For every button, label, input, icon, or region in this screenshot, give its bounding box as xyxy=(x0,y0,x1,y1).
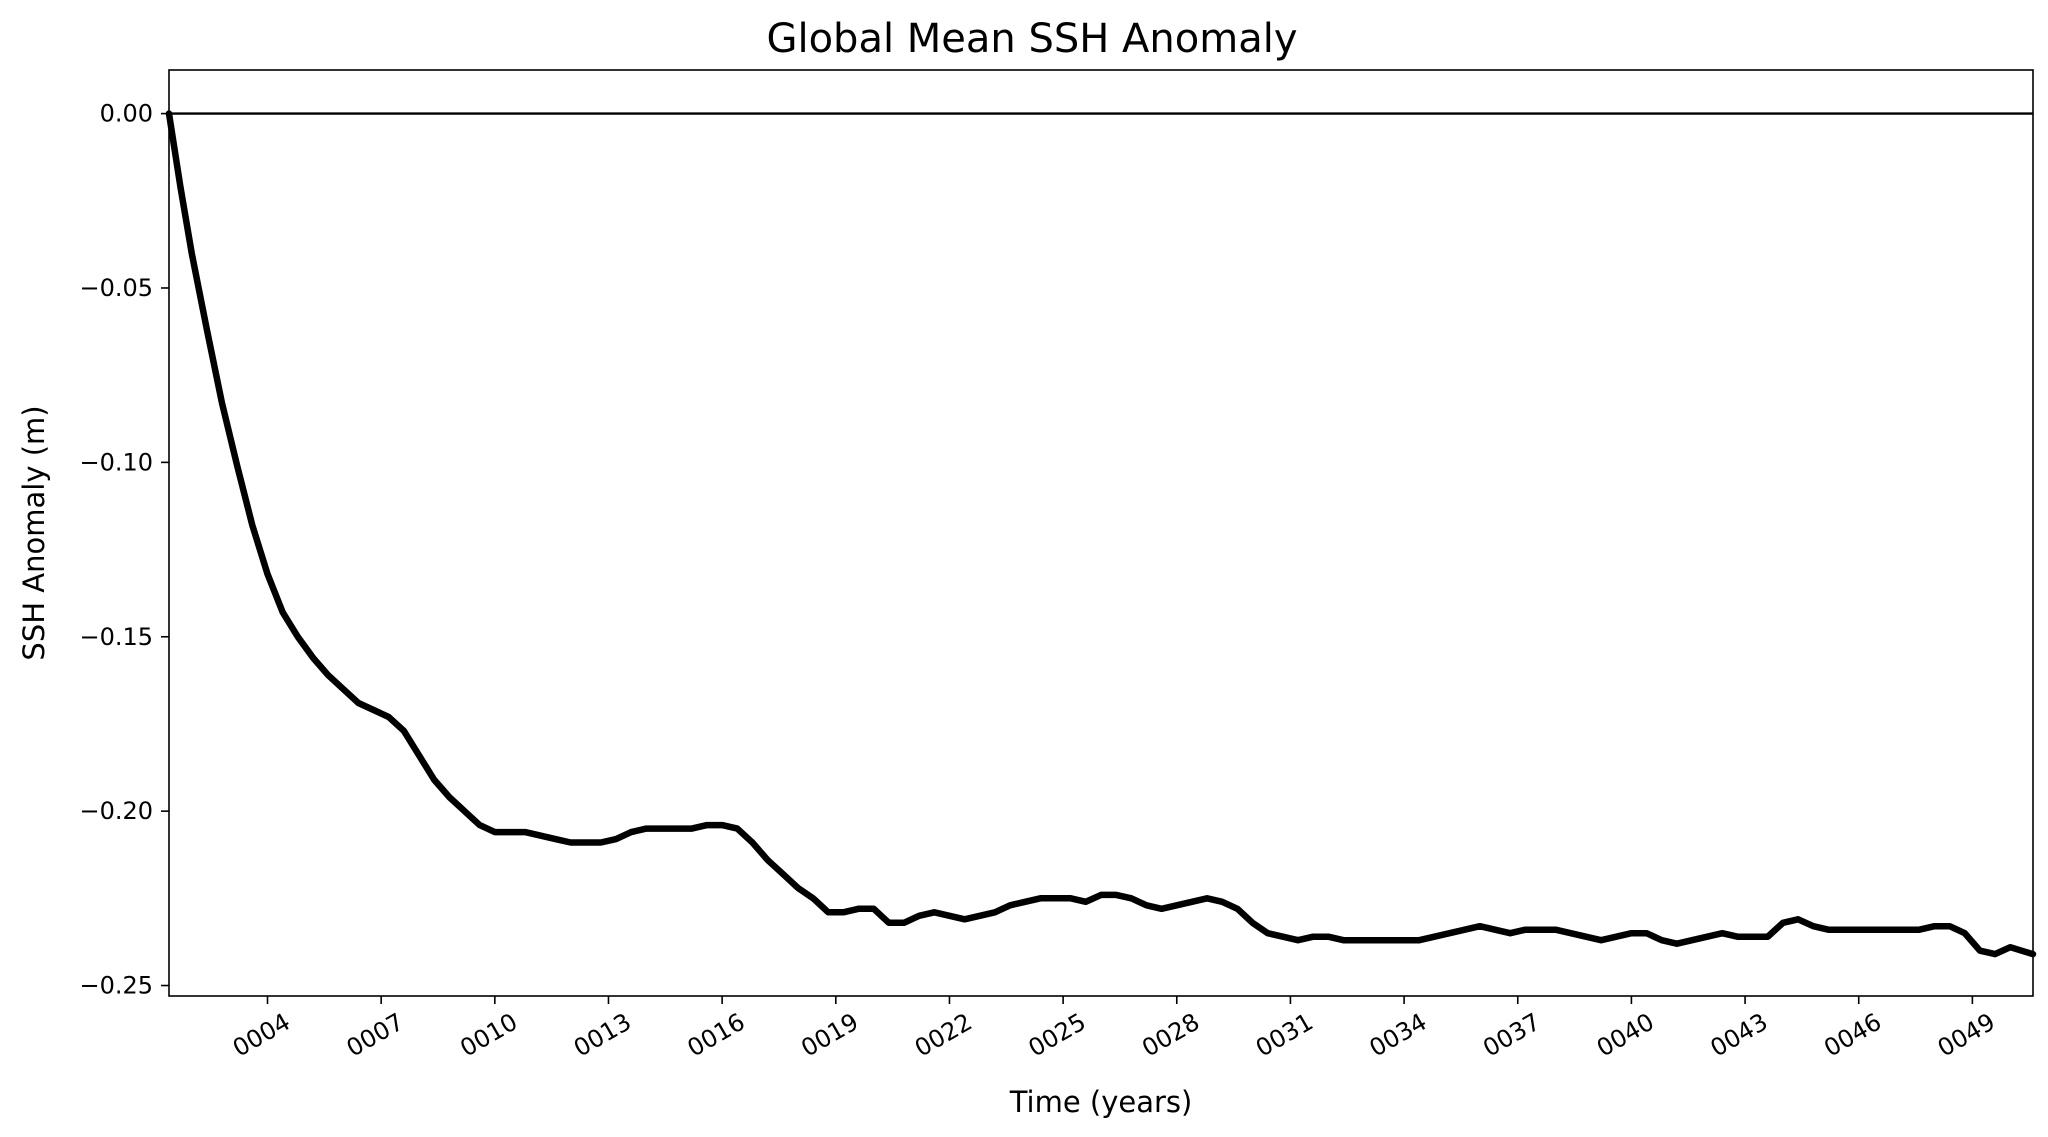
y-axis-label: SSH Anomaly (m) xyxy=(17,405,51,660)
y-tick-label: −0.05 xyxy=(79,274,153,302)
y-tick-label: −0.15 xyxy=(79,623,153,651)
y-axis: 0.00 −0.05 −0.10 −0.15 −0.20 −0.25 xyxy=(79,100,169,1000)
plot-area xyxy=(165,110,2037,958)
y-tick-label: −0.10 xyxy=(79,448,153,476)
axes-frame xyxy=(168,69,2034,997)
x-axis-label: Time (years) xyxy=(1009,1085,1193,1119)
y-tick-label: −0.25 xyxy=(79,972,153,1000)
y-tick-label: −0.20 xyxy=(79,797,153,825)
ssh-anomaly-series-line xyxy=(165,110,2037,958)
y-tick-label: 0.00 xyxy=(100,100,153,128)
chart-title: Global Mean SSH Anomaly xyxy=(766,16,1297,62)
